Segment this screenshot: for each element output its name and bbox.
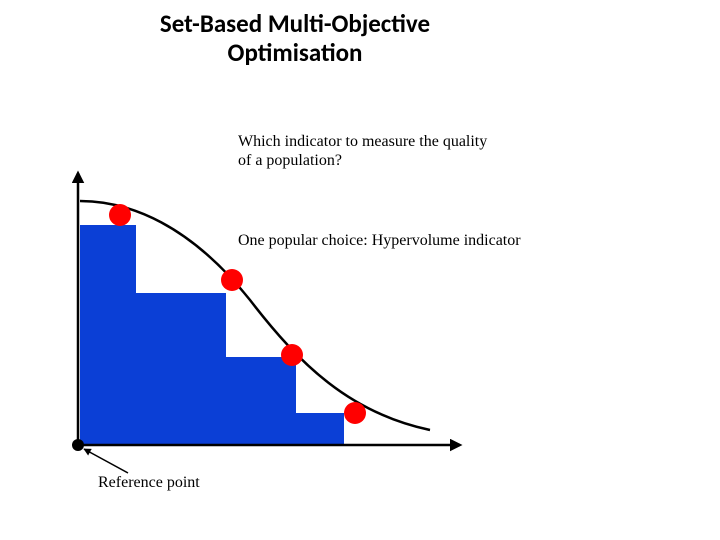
- reference-point: [72, 439, 84, 451]
- reference-arrow: [84, 449, 128, 473]
- solution-point: [221, 269, 243, 291]
- hypervolume-block: [80, 413, 344, 445]
- solution-point: [344, 402, 366, 424]
- reference-point-label: Reference point: [98, 474, 200, 492]
- solution-point: [281, 344, 303, 366]
- hypervolume-chart: [60, 165, 480, 485]
- solution-point: [109, 204, 131, 226]
- slide-title: Set-Based Multi-Objective Optimisation: [95, 10, 495, 68]
